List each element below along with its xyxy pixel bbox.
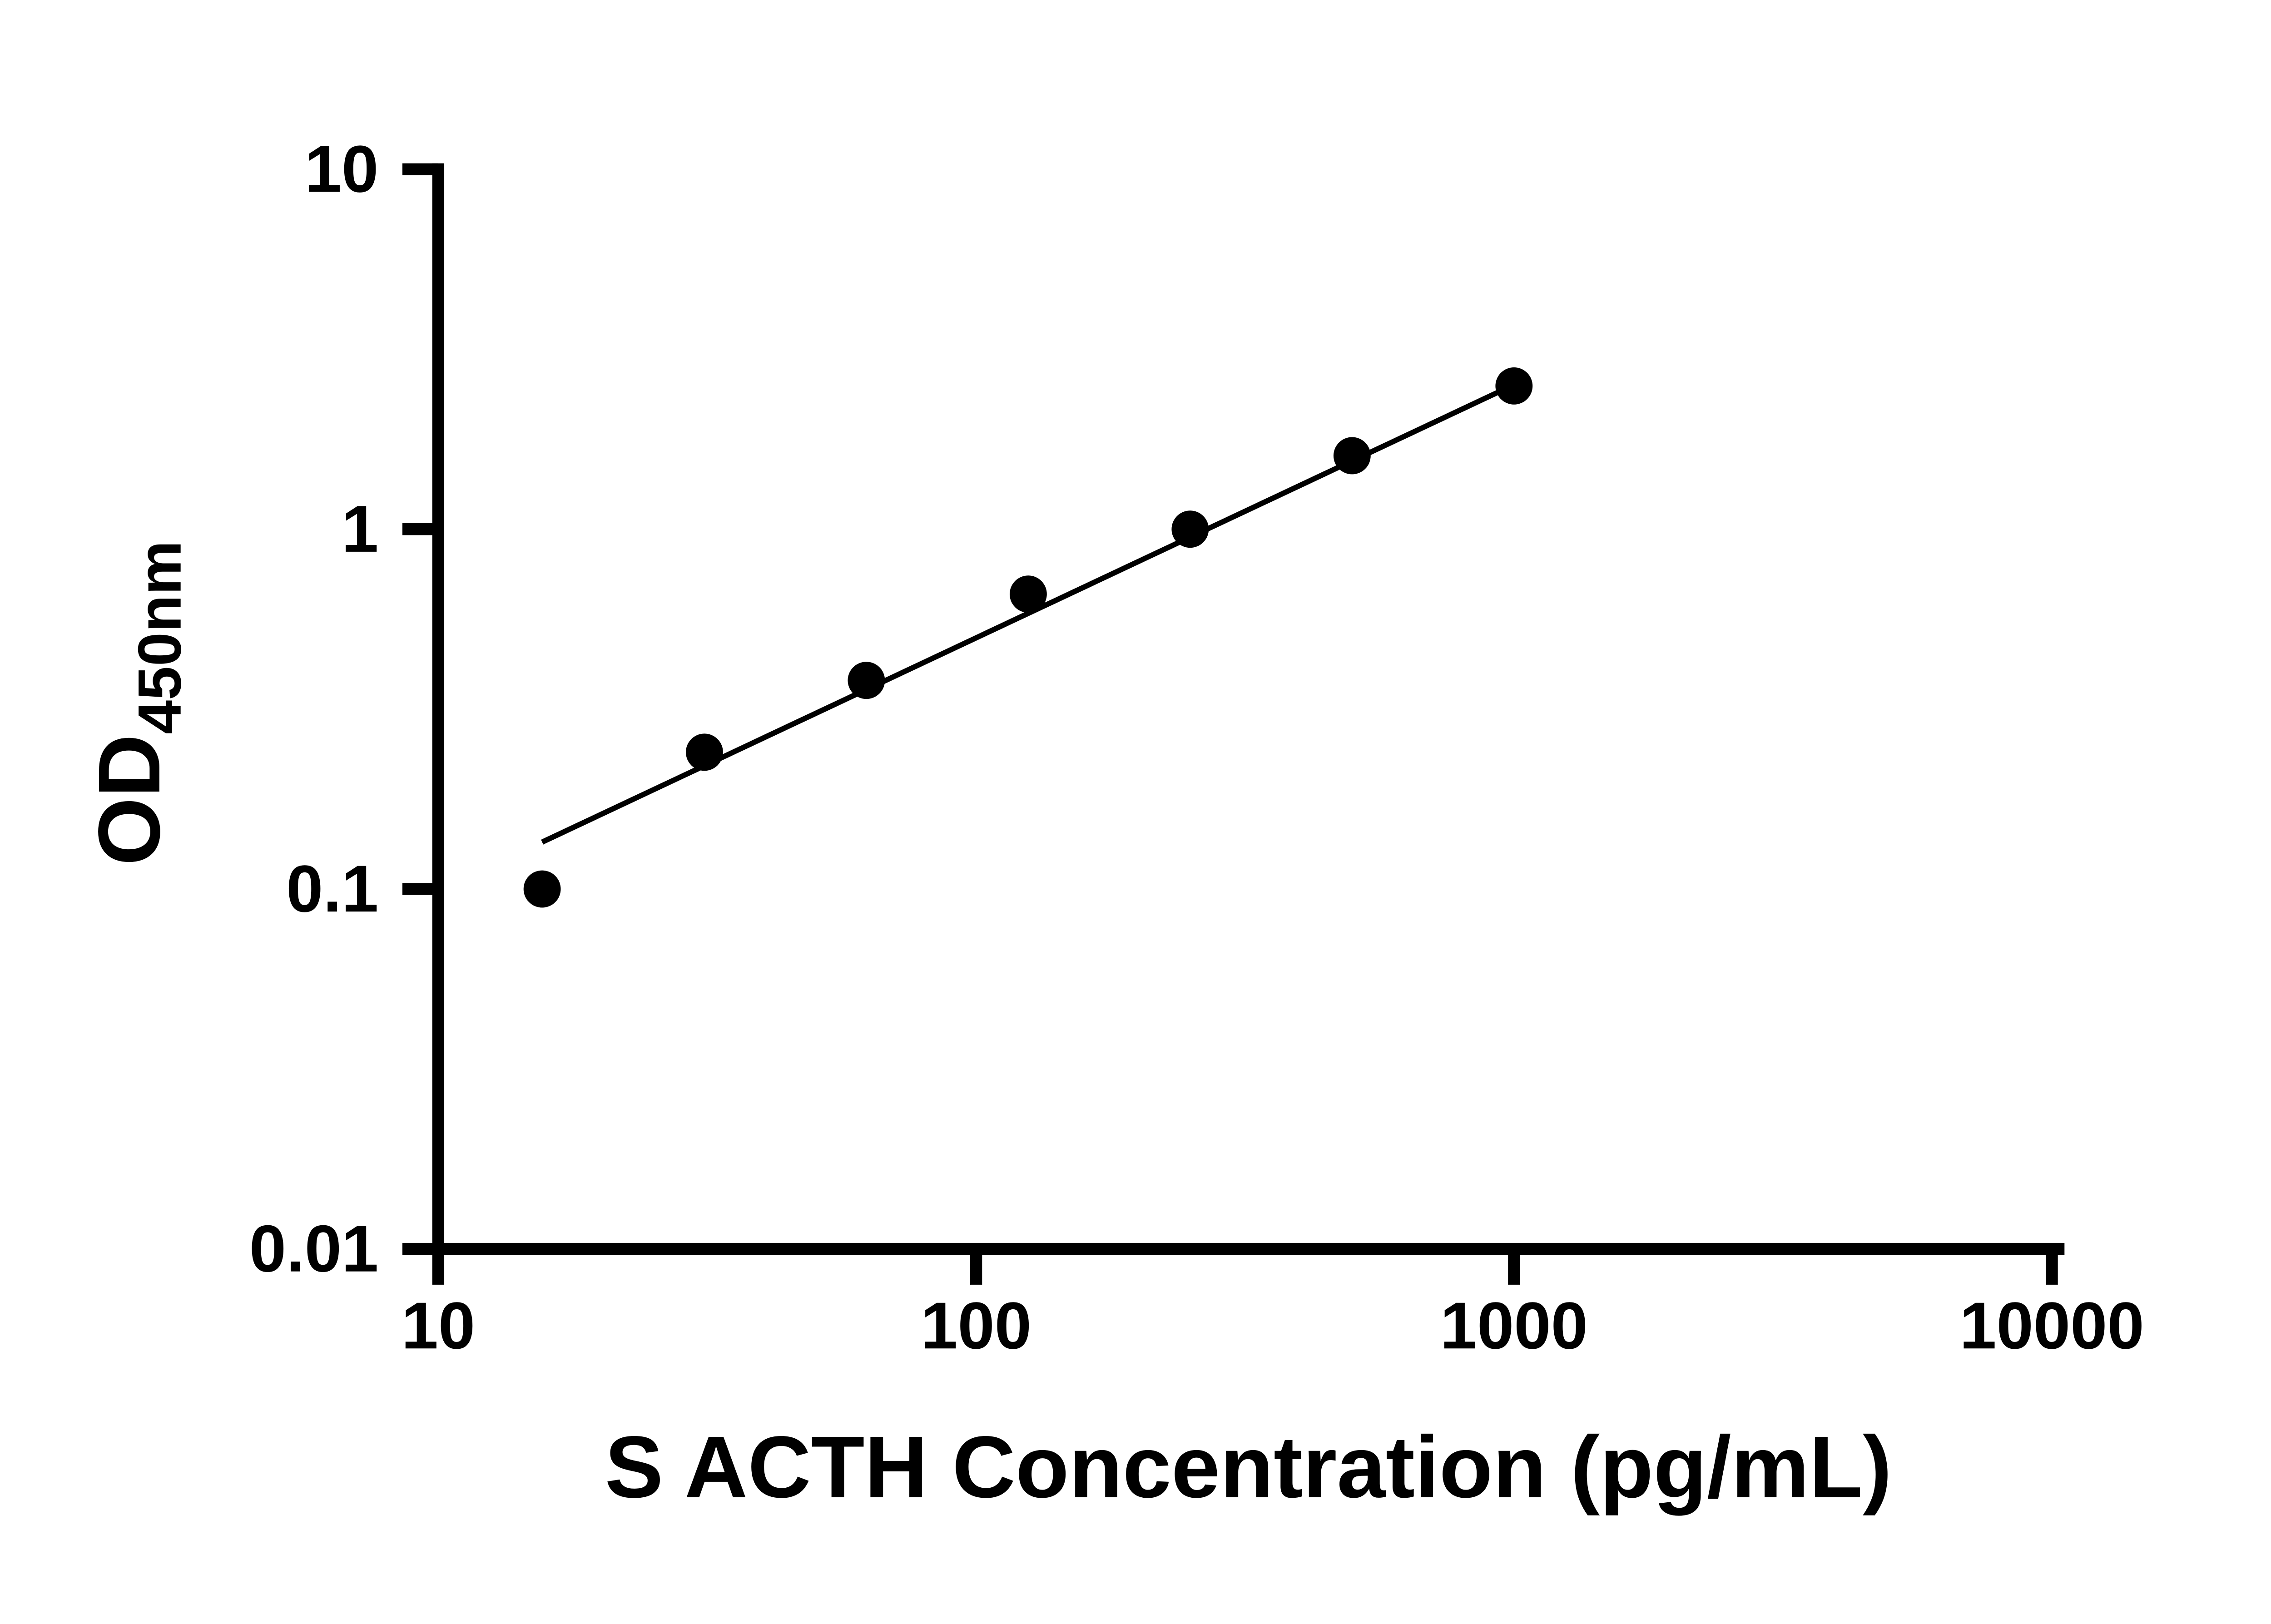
y-axis-title-main: OD	[80, 734, 178, 866]
x-tick-label: 10	[402, 1288, 476, 1362]
data-points	[523, 367, 1533, 908]
data-point	[848, 662, 885, 699]
y-tick-label: 0.1	[286, 852, 378, 926]
x-axis-title: S ACTH Concentration (pg/mL)	[605, 1418, 1892, 1516]
x-tick-label: 100	[921, 1288, 1031, 1362]
y-axis-ticks: 0.01 0.1 1 10	[249, 132, 438, 1286]
data-point	[1495, 367, 1533, 405]
data-point	[1333, 437, 1371, 475]
x-tick-label: 1000	[1440, 1288, 1588, 1362]
y-axis-title: OD450nm	[80, 540, 194, 866]
axis-lines	[432, 163, 2065, 1255]
x-axis-ticks: 10 100 1000 10000	[402, 1248, 2144, 1362]
y-tick-label: 1	[342, 492, 378, 566]
x-tick-label: 10000	[1959, 1288, 2144, 1362]
data-point	[685, 733, 723, 771]
data-point	[1009, 575, 1047, 613]
data-point	[523, 870, 561, 908]
data-point	[1171, 510, 1209, 548]
y-tick-label: 0.01	[249, 1212, 379, 1286]
y-tick-label: 10	[305, 132, 379, 206]
y-axis-title-subscript: 450nm	[125, 540, 194, 734]
